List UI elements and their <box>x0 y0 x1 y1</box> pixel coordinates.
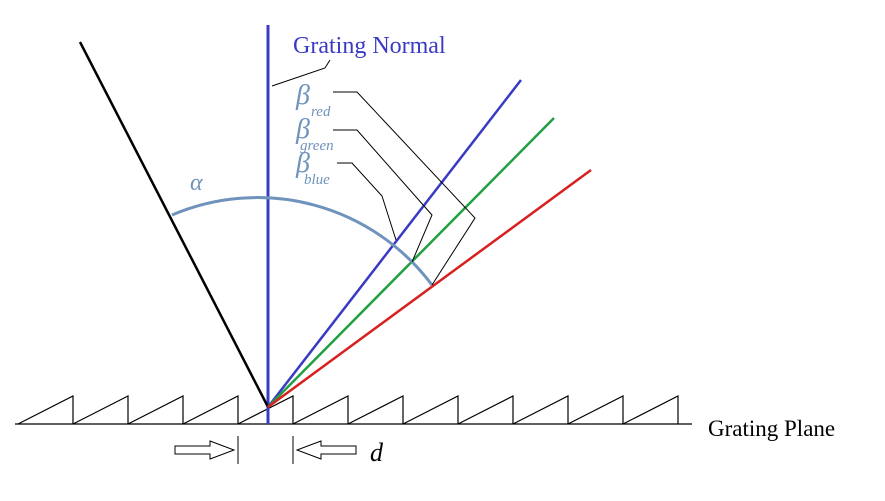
alpha-label: α <box>190 170 203 196</box>
normal-leader <box>271 59 331 87</box>
angle-arc <box>171 196 434 286</box>
spacing-arrow <box>174 440 236 460</box>
plane-label: Grating Plane <box>708 416 835 441</box>
normal-label: Grating Normal <box>293 33 446 59</box>
beta-symbol: β <box>295 148 310 179</box>
beta-subscript: red <box>311 104 331 120</box>
grating-tooth <box>17 395 679 425</box>
green-leader <box>333 129 433 263</box>
red-leader <box>333 91 476 286</box>
spacing-arrow <box>295 440 357 460</box>
red-ray <box>267 168 592 409</box>
beta-subscript: green <box>300 138 334 154</box>
grating-teeth <box>17 395 679 425</box>
beta-subscript: blue <box>304 172 330 188</box>
beta-symbol: β <box>295 114 310 145</box>
beta-symbol: β <box>295 80 310 111</box>
spacing-label: d <box>370 438 384 467</box>
incident-ray <box>78 41 270 408</box>
blue-leader <box>337 162 397 241</box>
blue-ray <box>267 79 522 408</box>
